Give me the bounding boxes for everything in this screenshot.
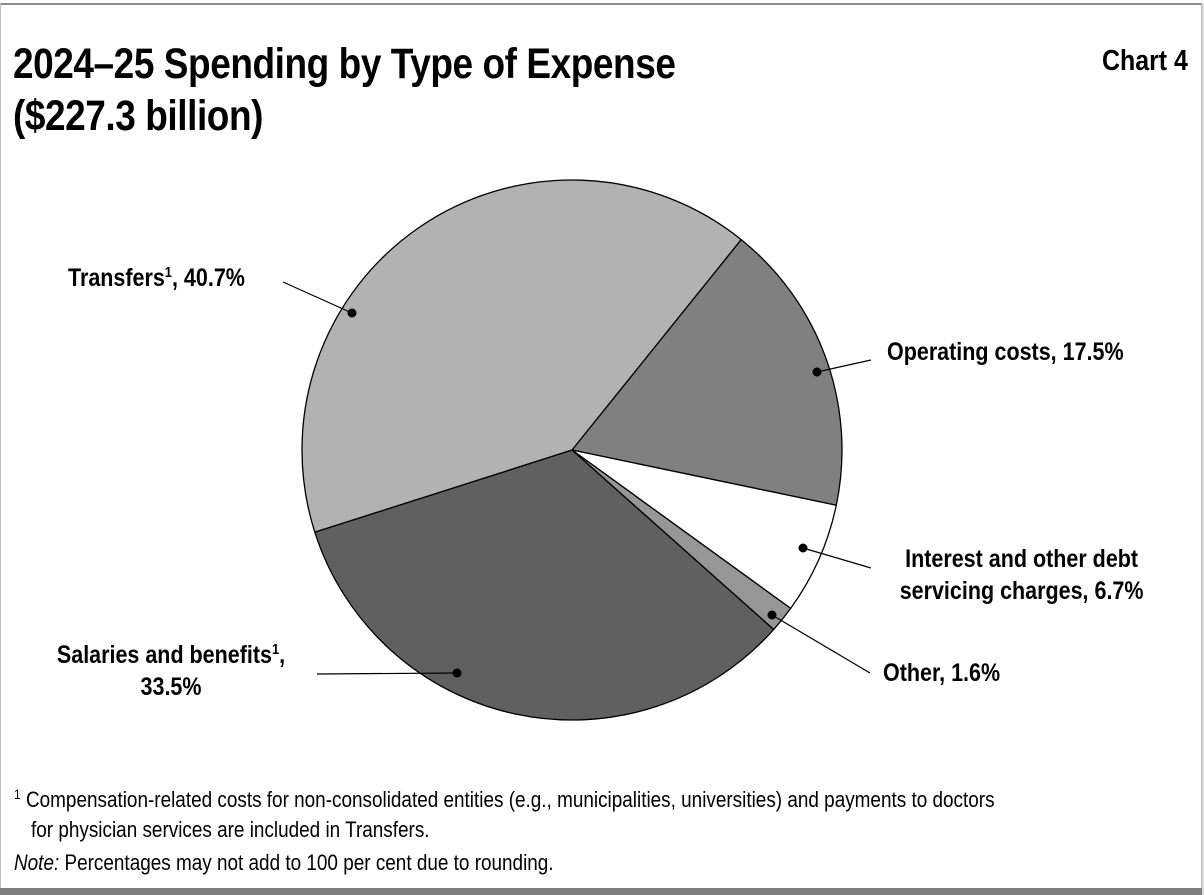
label-other: Other, 1.6% — [883, 659, 1001, 687]
leader-line-transfers — [282, 281, 353, 314]
label-transfers: Transfers1, 40.7% — [68, 262, 245, 294]
label-transfers-name: Transfers — [68, 264, 165, 292]
pie-slice-salaries — [314, 449, 775, 721]
label-salaries-name: Salaries and benefits — [56, 641, 272, 669]
dot-other — [767, 610, 777, 620]
label-interest-line1: Interest and other debt — [905, 545, 1139, 573]
label-salaries-value: 33.5% — [140, 673, 202, 701]
note-label: Note: — [14, 850, 60, 875]
chart-title-line2: ($227.3 billion) — [13, 92, 264, 140]
pie-slice-interest — [571, 449, 837, 610]
left-border — [0, 3, 1, 888]
label-salaries: Salaries and benefits1, 33.5% — [36, 639, 306, 703]
bottom-border — [0, 888, 1202, 895]
label-interest-line2: servicing charges, 6.7% — [899, 577, 1144, 605]
chart-title: 2024–25 Spending by Type of Expense ($22… — [13, 38, 676, 142]
label-operating-costs: Operating costs, 17.5% — [887, 338, 1124, 366]
leader-line-salaries — [316, 672, 458, 675]
footnote-ref-transfers: 1 — [164, 264, 172, 281]
dot-transfers — [347, 308, 357, 318]
rounding-note: Note: Percentages may not add to 100 per… — [14, 848, 554, 878]
leader-line-other — [771, 614, 871, 674]
footnote-marker: 1 — [14, 786, 21, 802]
label-transfers-value: , 40.7% — [171, 264, 245, 292]
footnote-1-line1: Compensation-related costs for non-conso… — [25, 787, 995, 812]
footnote-1-line2: for physician services are included in T… — [31, 817, 430, 842]
right-border — [1201, 3, 1204, 895]
leader-line-operating — [816, 359, 872, 373]
label-salaries-line1: Salaries and benefits1, — [36, 639, 306, 671]
pie-slices — [301, 179, 843, 721]
pie-slice-operating — [571, 238, 843, 506]
pie-slice-transfers — [301, 179, 742, 533]
note-text: Percentages may not add to 100 per cent … — [59, 850, 554, 875]
leader-line-interest — [802, 547, 872, 569]
footnote-ref-salaries: 1 — [271, 641, 280, 658]
dot-interest — [798, 543, 808, 553]
leader-lines — [282, 281, 872, 675]
chart-number: Chart 4 — [1102, 45, 1188, 77]
leader-dots — [347, 308, 822, 678]
dot-salaries — [452, 668, 462, 678]
footnote-1: 1 Compensation-related costs for non-con… — [14, 785, 995, 815]
dot-operating — [812, 367, 822, 377]
label-interest: Interest and other debt servicing charge… — [884, 543, 1159, 607]
top-border — [0, 3, 1204, 5]
label-salaries-comma: , — [279, 641, 286, 669]
chart-title-line1: 2024–25 Spending by Type of Expense — [13, 40, 676, 88]
